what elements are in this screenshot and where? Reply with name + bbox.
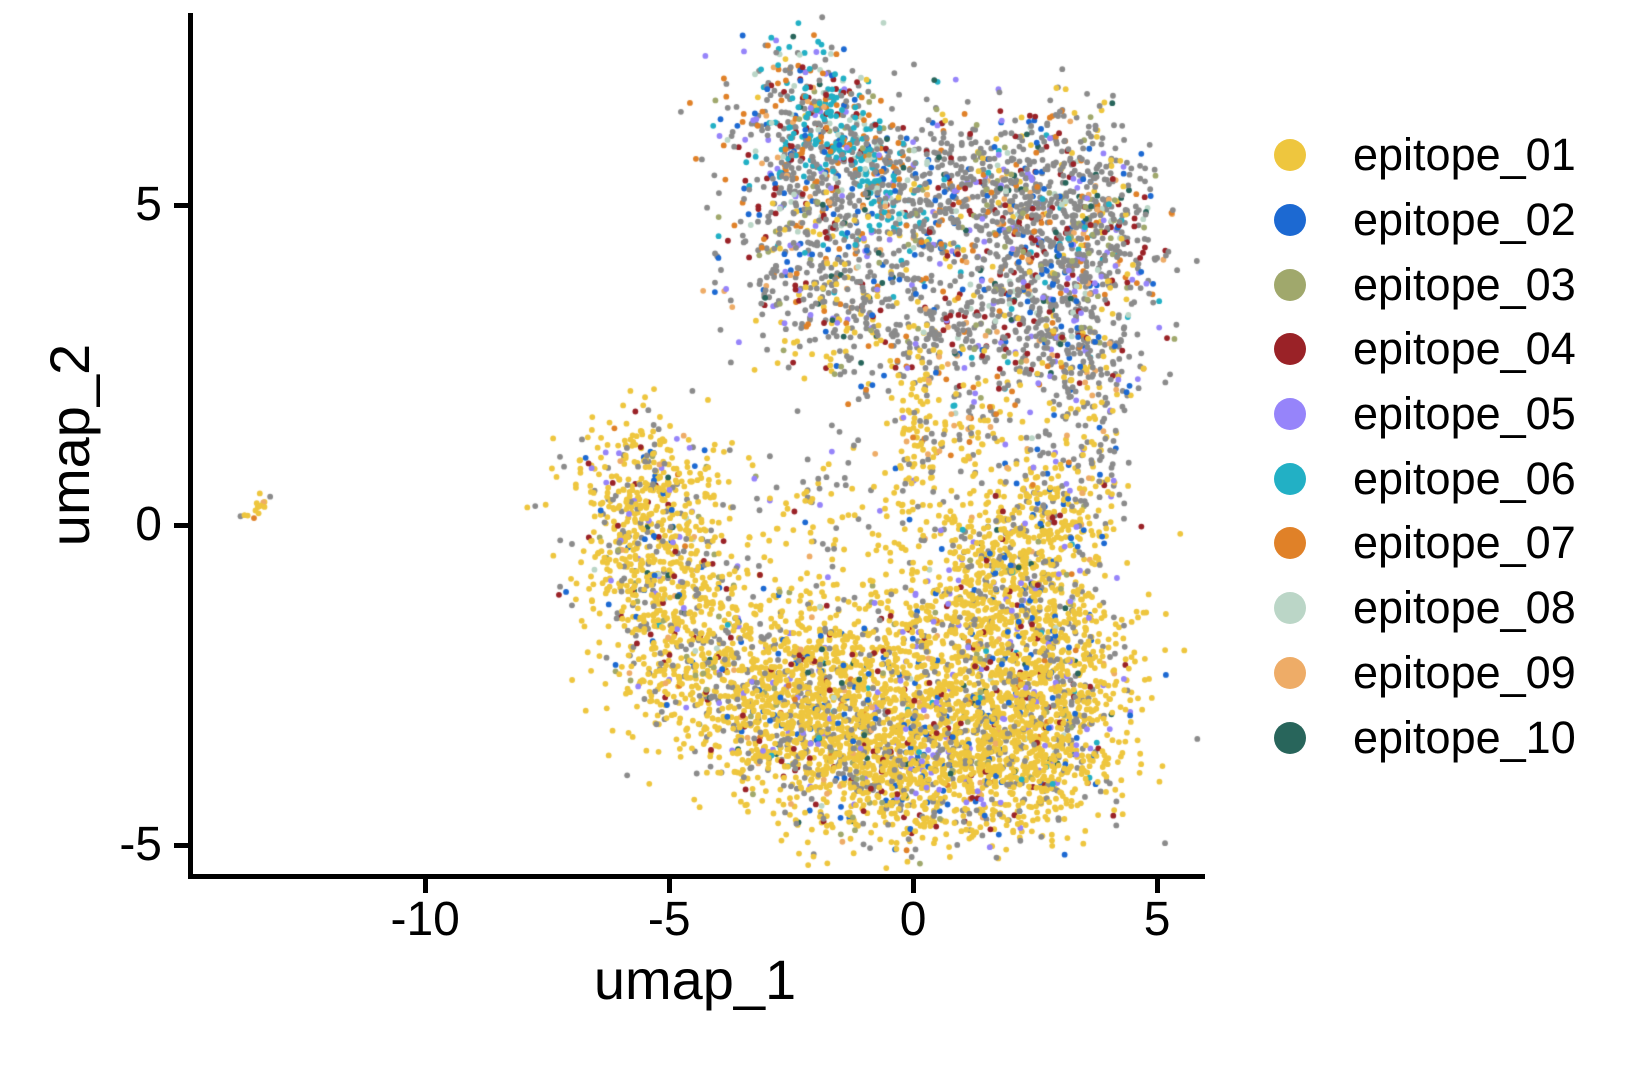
x-tick-mark <box>422 879 428 893</box>
legend-item: epitope_04 <box>1274 317 1576 382</box>
y-tick-label: -5 <box>119 818 162 871</box>
legend-swatch-icon <box>1274 398 1306 431</box>
x-axis-title: umap_1 <box>593 948 797 1011</box>
legend-item: epitope_09 <box>1274 641 1576 706</box>
y-tick-mark <box>174 202 188 208</box>
legend-item: epitope_01 <box>1274 123 1576 188</box>
legend-item: epitope_05 <box>1274 382 1576 447</box>
legend-swatch-icon <box>1274 268 1306 301</box>
legend-label: epitope_05 <box>1353 388 1576 440</box>
legend-label: epitope_07 <box>1353 517 1576 569</box>
legend-swatch-icon <box>1274 204 1306 237</box>
legend-label: epitope_09 <box>1353 646 1576 698</box>
legend-label: epitope_08 <box>1353 582 1576 634</box>
legend-label: epitope_04 <box>1353 323 1576 375</box>
legend-label: epitope_10 <box>1353 711 1576 763</box>
y-tick-label: 5 <box>135 178 162 231</box>
legend-label: epitope_01 <box>1353 129 1576 181</box>
y-axis-line <box>188 13 193 879</box>
legend-item: epitope_02 <box>1274 188 1576 253</box>
y-tick-label: 0 <box>135 498 162 551</box>
y-tick-mark <box>174 842 188 848</box>
legend-swatch-icon <box>1274 333 1306 366</box>
legend-swatch-icon <box>1274 527 1306 560</box>
legend-swatch-icon <box>1274 462 1306 495</box>
legend-item: epitope_07 <box>1274 511 1576 576</box>
legend-item: epitope_06 <box>1274 446 1576 511</box>
x-axis-line <box>188 874 1205 879</box>
legend-label: epitope_02 <box>1353 194 1576 246</box>
x-tick-label: -5 <box>647 893 691 946</box>
y-axis-title: umap_2 <box>38 343 101 547</box>
legend-item: epitope_03 <box>1274 252 1576 317</box>
x-tick-mark <box>666 879 672 893</box>
x-tick-label: -10 <box>390 893 460 946</box>
legend-label: epitope_06 <box>1353 452 1576 504</box>
y-tick-mark <box>174 522 188 528</box>
legend-swatch-icon <box>1274 139 1306 172</box>
x-tick-mark <box>1154 879 1160 893</box>
legend-swatch-icon <box>1274 721 1306 754</box>
legend: epitope_01 epitope_02 epitope_03 epitope_04… <box>1274 123 1576 770</box>
legend-label: epitope_03 <box>1353 258 1576 310</box>
legend-item: epitope_08 <box>1274 576 1576 641</box>
legend-item: epitope_10 <box>1274 705 1576 770</box>
x-tick-mark <box>910 879 916 893</box>
x-tick-label: 0 <box>899 893 927 946</box>
x-tick-label: 5 <box>1143 893 1171 946</box>
legend-swatch-icon <box>1274 592 1306 625</box>
legend-swatch-icon <box>1274 656 1306 689</box>
